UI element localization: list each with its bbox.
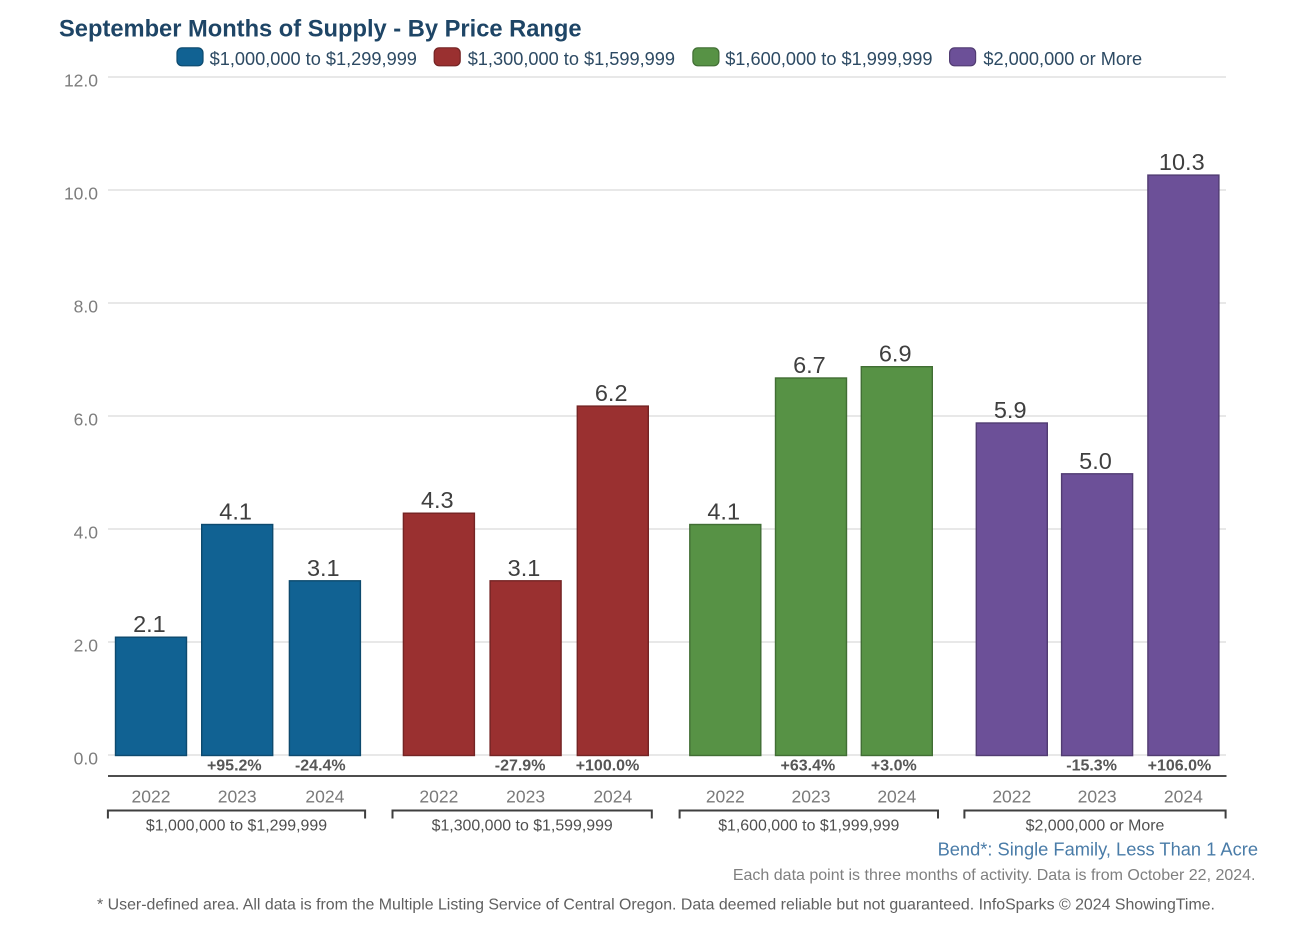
svg-text:+100.0%: +100.0% — [576, 758, 640, 775]
svg-text:+106.0%: +106.0% — [1148, 758, 1212, 775]
svg-text:* User-defined area. All data: * User-defined area. All data is from th… — [97, 897, 1215, 914]
svg-text:6.9: 6.9 — [879, 341, 912, 367]
svg-text:2023: 2023 — [506, 786, 545, 806]
svg-text:4.0: 4.0 — [74, 523, 99, 543]
svg-text:12.0: 12.0 — [64, 71, 98, 91]
svg-text:Each data point is three month: Each data point is three months of activ… — [733, 867, 1256, 884]
svg-text:4.1: 4.1 — [707, 499, 740, 525]
svg-text:-15.3%: -15.3% — [1066, 758, 1117, 775]
svg-text:3.1: 3.1 — [307, 555, 340, 581]
svg-text:-27.9%: -27.9% — [495, 758, 546, 775]
svg-text:2.0: 2.0 — [74, 636, 99, 656]
svg-text:6.7: 6.7 — [793, 352, 826, 378]
svg-text:4.3: 4.3 — [421, 487, 454, 513]
svg-text:$1,000,000 to $1,299,999: $1,000,000 to $1,299,999 — [210, 49, 417, 69]
svg-text:2022: 2022 — [706, 786, 745, 806]
svg-text:0.0: 0.0 — [74, 749, 99, 769]
svg-text:$1,300,000 to $1,599,999: $1,300,000 to $1,599,999 — [468, 49, 675, 69]
svg-text:2023: 2023 — [1078, 786, 1117, 806]
svg-text:$1,000,000 to $1,299,999: $1,000,000 to $1,299,999 — [146, 817, 327, 834]
svg-text:2.1: 2.1 — [133, 611, 166, 637]
svg-text:$1,600,000 to $1,999,999: $1,600,000 to $1,999,999 — [725, 49, 932, 69]
svg-text:Bend*: Single Family, Less Tha: Bend*: Single Family, Less Than 1 Acre — [938, 839, 1258, 860]
svg-text:-24.4%: -24.4% — [295, 758, 346, 775]
svg-text:2024: 2024 — [1164, 786, 1203, 806]
svg-text:$2,000,000 or More: $2,000,000 or More — [983, 49, 1142, 69]
svg-text:5.9: 5.9 — [994, 397, 1027, 423]
svg-text:September Months of Supply - B: September Months of Supply - By Price Ra… — [59, 16, 582, 42]
svg-text:+95.2%: +95.2% — [207, 758, 262, 775]
svg-text:2022: 2022 — [992, 786, 1031, 806]
svg-text:10.0: 10.0 — [64, 184, 98, 204]
svg-text:3.1: 3.1 — [508, 555, 541, 581]
svg-text:2024: 2024 — [877, 786, 916, 806]
svg-text:6.0: 6.0 — [74, 410, 99, 430]
svg-text:8.0: 8.0 — [74, 297, 99, 317]
svg-text:5.0: 5.0 — [1079, 448, 1112, 474]
svg-text:$1,600,000 to $1,999,999: $1,600,000 to $1,999,999 — [718, 817, 899, 834]
svg-text:$2,000,000 or More: $2,000,000 or More — [1026, 817, 1165, 834]
svg-text:10.3: 10.3 — [1159, 149, 1205, 175]
svg-text:2023: 2023 — [792, 786, 831, 806]
svg-text:2024: 2024 — [593, 786, 632, 806]
svg-text:6.2: 6.2 — [595, 380, 628, 406]
svg-text:2024: 2024 — [305, 786, 344, 806]
svg-text:4.1: 4.1 — [219, 499, 252, 525]
svg-text:2023: 2023 — [218, 786, 257, 806]
svg-text:2022: 2022 — [132, 786, 171, 806]
svg-text:+63.4%: +63.4% — [781, 758, 836, 775]
svg-text:+3.0%: +3.0% — [871, 758, 917, 775]
svg-text:$1,300,000 to $1,599,999: $1,300,000 to $1,599,999 — [432, 817, 613, 834]
svg-text:2022: 2022 — [419, 786, 458, 806]
